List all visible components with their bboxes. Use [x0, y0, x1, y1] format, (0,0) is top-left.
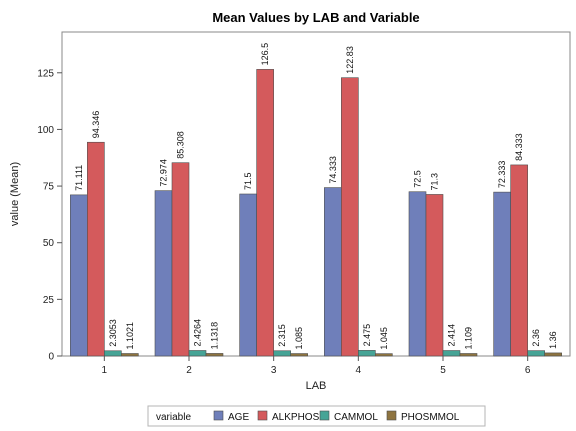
bar-alkphos — [510, 164, 528, 357]
legend-swatch-alkphos — [257, 410, 268, 421]
data-label: 122.83 — [345, 46, 355, 74]
bar-age — [70, 194, 88, 357]
bar-age — [154, 190, 173, 357]
bar-alkphos — [341, 77, 359, 357]
data-labels-layer: 71.111 94.346 2.3053 1.1021 72.974 85.308 2.42… — [74, 43, 558, 350]
data-label: 1.109 — [464, 327, 474, 350]
legend-entry-alkphos: ALKPHOS — [272, 412, 320, 423]
data-label: 1.045 — [379, 327, 389, 350]
data-label: 84.333 — [514, 133, 524, 161]
data-label: 72.974 — [159, 159, 169, 187]
legend-swatch-age — [213, 410, 224, 421]
legend-swatch-cammol — [319, 410, 330, 421]
data-label: 2.36 — [531, 329, 541, 347]
legend-entry-cammol: CAMMOL — [334, 412, 378, 423]
legend-entry-phosmmol: PHOSMMOL — [401, 412, 460, 423]
bar-cammol — [104, 350, 122, 357]
y-axis: 0 25 50 75 100 125 — [37, 68, 62, 363]
data-label: 71.111 — [74, 165, 84, 191]
bar-age — [408, 191, 427, 357]
plot-area — [61, 31, 571, 357]
bar-cammol — [442, 350, 461, 357]
legend: variable AGE ALKPHOS CAMMOL PHOSMMOL — [147, 405, 486, 427]
data-label: 71.3 — [430, 173, 440, 191]
y-tick-label: 0 — [48, 352, 54, 363]
x-tick-label: 3 — [271, 365, 277, 376]
bar-cammol — [273, 350, 291, 357]
data-label: 1.1318 — [210, 322, 220, 350]
bar-phosmmol — [544, 352, 562, 357]
y-tick-label: 75 — [43, 182, 55, 193]
bar-alkphos — [171, 162, 190, 357]
data-label: 2.3053 — [108, 319, 118, 347]
bar-phosmmol — [121, 353, 139, 357]
y-tick-label: 50 — [43, 238, 55, 249]
data-label: 2.475 — [362, 324, 372, 347]
bar-alkphos — [425, 194, 444, 357]
bars-layer — [70, 69, 562, 357]
bar-age — [324, 187, 342, 357]
y-axis-label: value (Mean) — [9, 162, 21, 226]
data-label: 126.5 — [260, 43, 270, 66]
data-label: 2.414 — [447, 324, 457, 347]
legend-title: variable — [156, 412, 191, 423]
bar-age — [493, 191, 511, 357]
data-label: 1.36 — [548, 331, 558, 349]
data-label: 94.346 — [91, 111, 101, 139]
x-tick-label: 1 — [102, 365, 108, 376]
data-label: 2.4264 — [193, 319, 203, 347]
y-tick-label: 125 — [37, 68, 54, 79]
x-tick-label: 6 — [525, 365, 531, 376]
data-label: 1.1021 — [125, 322, 135, 350]
bar-phosmmol — [459, 353, 478, 357]
x-tick-label: 5 — [440, 365, 446, 376]
y-tick-label: 25 — [43, 295, 55, 306]
legend-entry-age: AGE — [228, 412, 249, 423]
data-label: 71.5 — [243, 172, 253, 190]
data-label: 1.085 — [294, 327, 304, 350]
bar-alkphos — [256, 69, 274, 357]
legend-frame — [147, 405, 486, 427]
x-axis-label: LAB — [306, 380, 327, 392]
bar-age — [239, 193, 257, 357]
chart-title: Mean Values by LAB and Variable — [212, 10, 419, 25]
bar-phosmmol — [290, 353, 308, 357]
x-axis: 1 2 3 4 5 6 — [102, 356, 531, 376]
bar-cammol — [358, 350, 376, 357]
data-label: 72.5 — [413, 170, 423, 188]
data-label: 85.308 — [176, 131, 186, 159]
data-label: 2.315 — [277, 324, 287, 347]
bar-cammol — [527, 350, 545, 357]
bar-cammol — [188, 350, 207, 357]
legend-swatch-phosmmol — [386, 410, 397, 421]
y-tick-label: 100 — [37, 125, 54, 136]
bar-phosmmol — [205, 353, 224, 357]
bar-alkphos — [87, 141, 105, 357]
data-label: 74.333 — [328, 156, 338, 184]
bar-phosmmol — [375, 353, 393, 357]
data-label: 72.333 — [497, 161, 507, 189]
x-tick-label: 4 — [356, 365, 362, 376]
x-tick-label: 2 — [186, 365, 192, 376]
